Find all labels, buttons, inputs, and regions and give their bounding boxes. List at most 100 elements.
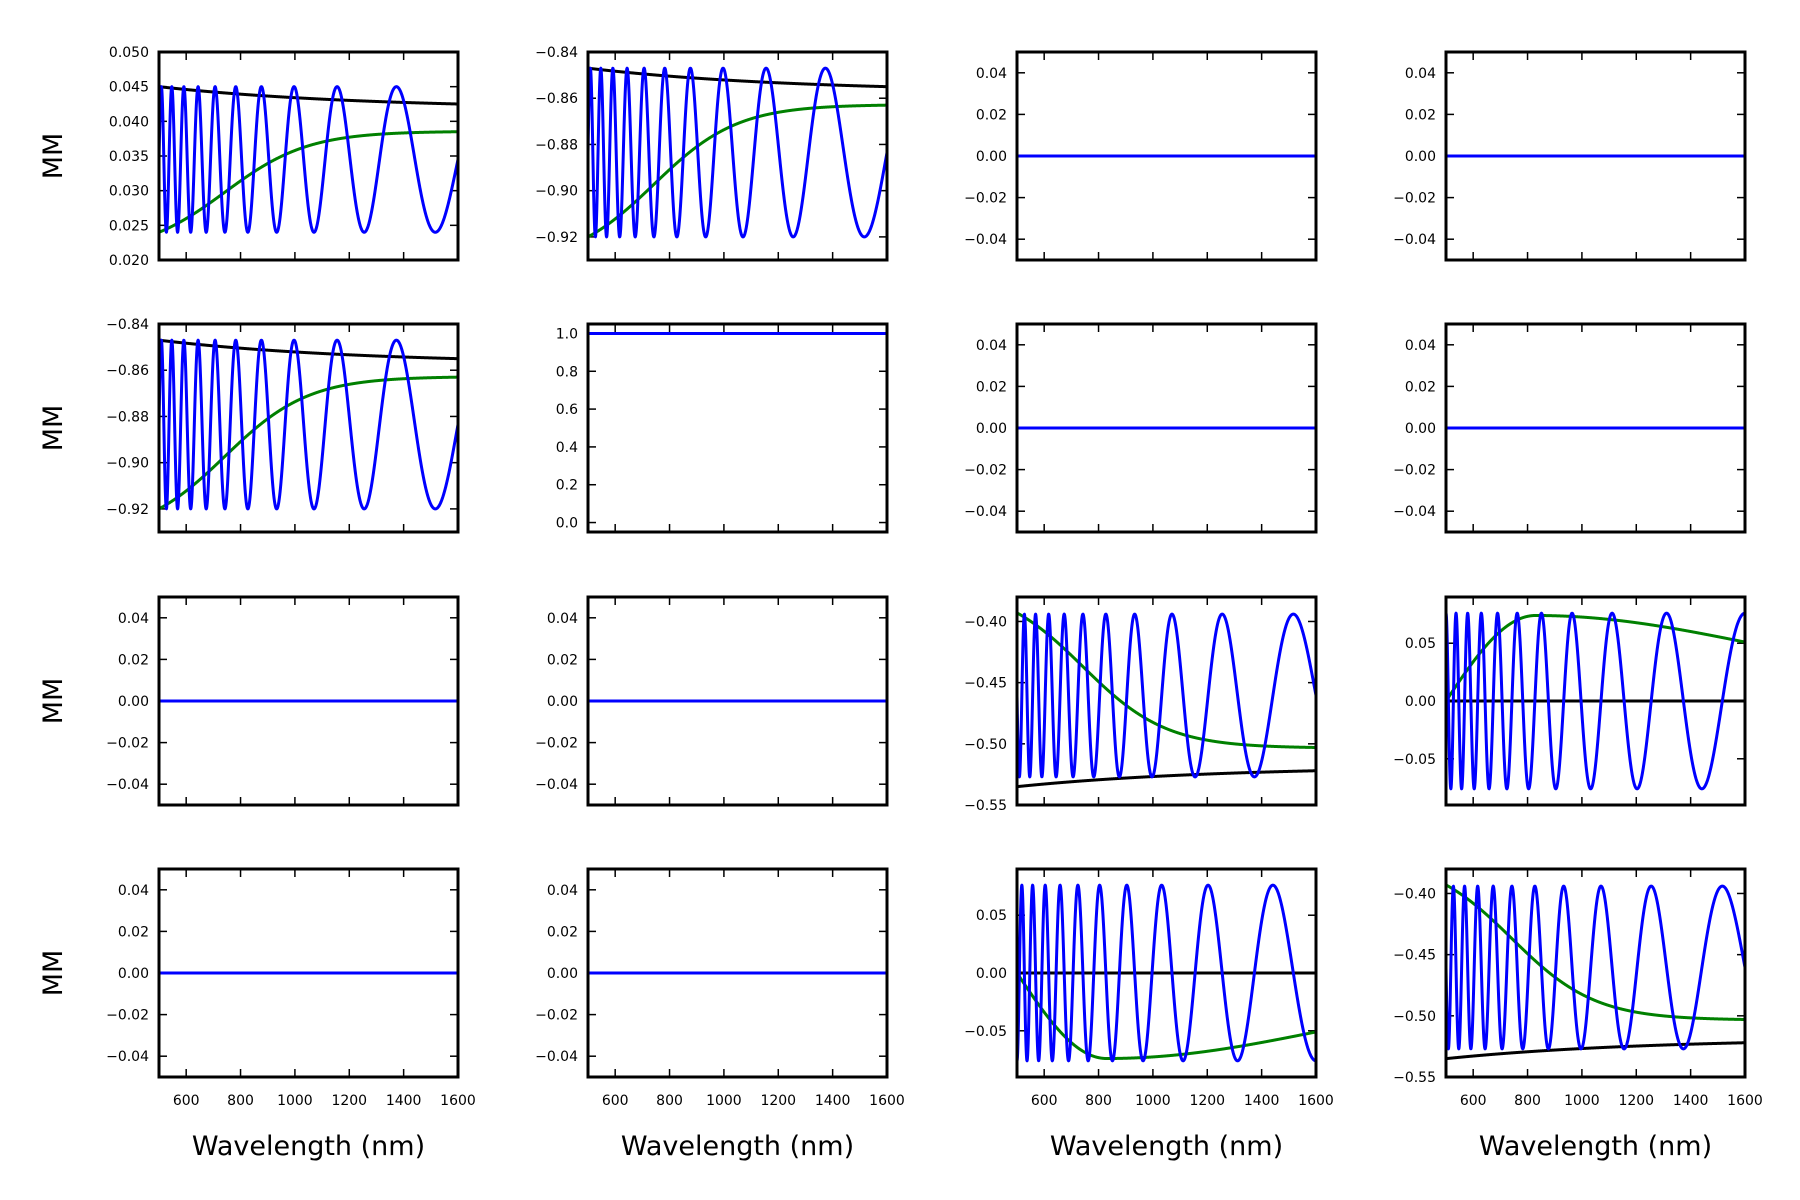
panel-r2c2: −0.55 −0.50 −0.45 −0.40	[964, 595, 1318, 814]
ytick-label: 0.00	[976, 421, 1007, 437]
xtick-label: 1600	[440, 1093, 476, 1109]
xtick-label: 1400	[1244, 1093, 1280, 1109]
xtick-label: 800	[227, 1093, 254, 1109]
ytick-label: 0.2	[556, 478, 578, 494]
ytick-label: 0.050	[109, 45, 149, 61]
ytick-label: −0.88	[535, 137, 578, 153]
xtick-label: 1200	[331, 1093, 367, 1109]
ytick-label: 0.020	[109, 253, 149, 269]
panel-r2c3: −0.05 0.00 0.05	[1393, 595, 1747, 807]
ytick-label: −0.84	[106, 317, 149, 333]
axes-frame	[586, 867, 889, 1079]
panel-r3c0: −0.04 −0.02 0.00 0.02 0.04 600 800 1000 1200 1400…	[38, 867, 476, 1162]
ytick-label: 0.0	[556, 516, 578, 532]
ytick-label: 0.8	[556, 364, 578, 380]
ytick-label: −0.92	[535, 230, 578, 246]
ytick-label: −0.02	[964, 463, 1007, 479]
series-line-blue	[159, 85, 458, 234]
ytick-label: 0.04	[547, 883, 578, 899]
axes-frame	[157, 867, 460, 1079]
ytick-label: −0.90	[535, 184, 578, 200]
xtick-label: 1000	[1564, 1093, 1600, 1109]
xtick-label: 1600	[1298, 1093, 1334, 1109]
xtick-label: 1400	[1673, 1093, 1709, 1109]
panel-r1c2: −0.04 −0.02 0.00 0.02 0.04	[964, 322, 1318, 534]
series-line-blue	[1017, 612, 1316, 779]
ytick-label: −0.02	[535, 736, 578, 752]
ytick-label: −0.02	[106, 1008, 149, 1024]
xtick-label: 1200	[760, 1093, 796, 1109]
ytick-label: 0.025	[109, 218, 149, 234]
ytick-label: 0.02	[547, 924, 578, 940]
ytick-label: 0.00	[547, 694, 578, 710]
ytick-label: 0.00	[1405, 694, 1436, 710]
x-axis-label: Wavelength (nm)	[1479, 1131, 1712, 1162]
ytick-label: −0.50	[1393, 1009, 1436, 1025]
ytick-label: 0.04	[1405, 338, 1436, 354]
axes-frame	[1015, 595, 1318, 807]
xtick-label: 1200	[1618, 1093, 1654, 1109]
ytick-label: −0.02	[535, 1008, 578, 1024]
axes-frame	[586, 595, 889, 807]
xtick-label: 1400	[815, 1093, 851, 1109]
axes-frame	[1015, 867, 1318, 1079]
ytick-label: 0.00	[547, 966, 578, 982]
series-line-black	[588, 66, 887, 89]
y-axis-label: MM	[38, 950, 69, 997]
ytick-label: −0.05	[964, 1024, 1007, 1040]
ytick-label: −0.04	[106, 1049, 149, 1065]
xtick-label: 1000	[706, 1093, 742, 1109]
panel-r0c3: −0.04 −0.02 0.00 0.02 0.04	[1393, 50, 1747, 262]
series-line-black	[159, 338, 458, 361]
ytick-label: 0.05	[1405, 636, 1436, 652]
xtick-label: 1200	[1189, 1093, 1225, 1109]
ytick-label: 0.4	[556, 440, 578, 456]
xtick-label: 1000	[277, 1093, 313, 1109]
xtick-label: 600	[1031, 1093, 1058, 1109]
ytick-label: 0.02	[976, 379, 1007, 395]
ytick-label: −0.04	[106, 777, 149, 793]
y-axis-label: MM	[38, 405, 69, 452]
ytick-label: 0.6	[556, 402, 578, 418]
ytick-label: −0.02	[106, 736, 149, 752]
series-line-blue	[1446, 884, 1745, 1051]
panel-r1c3: −0.04 −0.02 0.00 0.02 0.04	[1393, 322, 1747, 534]
ytick-label: 0.05	[976, 908, 1007, 924]
ytick-label: −0.55	[964, 798, 1007, 814]
ytick-label: −0.02	[1393, 463, 1436, 479]
ytick-label: 0.04	[118, 883, 149, 899]
ytick-label: 0.00	[118, 694, 149, 710]
xtick-label: 600	[173, 1093, 200, 1109]
ytick-label: −0.02	[964, 191, 1007, 207]
ytick-label: −0.90	[106, 456, 149, 472]
ytick-label: 0.04	[547, 611, 578, 627]
ytick-label: −0.92	[106, 502, 149, 518]
x-axis-label: Wavelength (nm)	[192, 1131, 425, 1162]
ytick-label: −0.45	[1393, 948, 1436, 964]
ytick-label: 0.02	[547, 652, 578, 668]
ytick-label: −0.05	[1393, 752, 1436, 768]
ytick-label: −0.04	[1393, 232, 1436, 248]
ytick-label: 0.00	[976, 149, 1007, 165]
series-line-blue	[588, 66, 887, 239]
ytick-label: −0.86	[106, 363, 149, 379]
axes-frame	[1015, 322, 1318, 534]
ytick-label: −0.45	[964, 676, 1007, 692]
series-line-blue	[1446, 611, 1745, 791]
series-line-black	[159, 85, 458, 106]
ytick-label: 0.00	[1405, 421, 1436, 437]
axes-frame	[586, 50, 889, 262]
ytick-label: −0.04	[964, 504, 1007, 520]
ytick-label: −0.02	[1393, 191, 1436, 207]
ytick-label: −0.04	[964, 232, 1007, 248]
ytick-label: −0.55	[1393, 1070, 1436, 1086]
panel-r1c1: 0.0 0.2 0.4 0.6 0.8 1.0	[556, 322, 889, 534]
axes-frame	[1444, 50, 1747, 262]
x-axis-label: Wavelength (nm)	[1050, 1131, 1283, 1162]
ytick-label: 0.00	[976, 966, 1007, 982]
ytick-label: 0.00	[118, 966, 149, 982]
panel-r3c3: −0.55 −0.50 −0.45 −0.40 600 800 1000 1200 1400 16…	[1393, 867, 1763, 1162]
panel-r1c0: −0.92 −0.90 −0.88 −0.86 −0.84 MM	[38, 317, 460, 534]
ytick-label: −0.40	[1393, 886, 1436, 902]
xtick-label: 1600	[1727, 1093, 1763, 1109]
